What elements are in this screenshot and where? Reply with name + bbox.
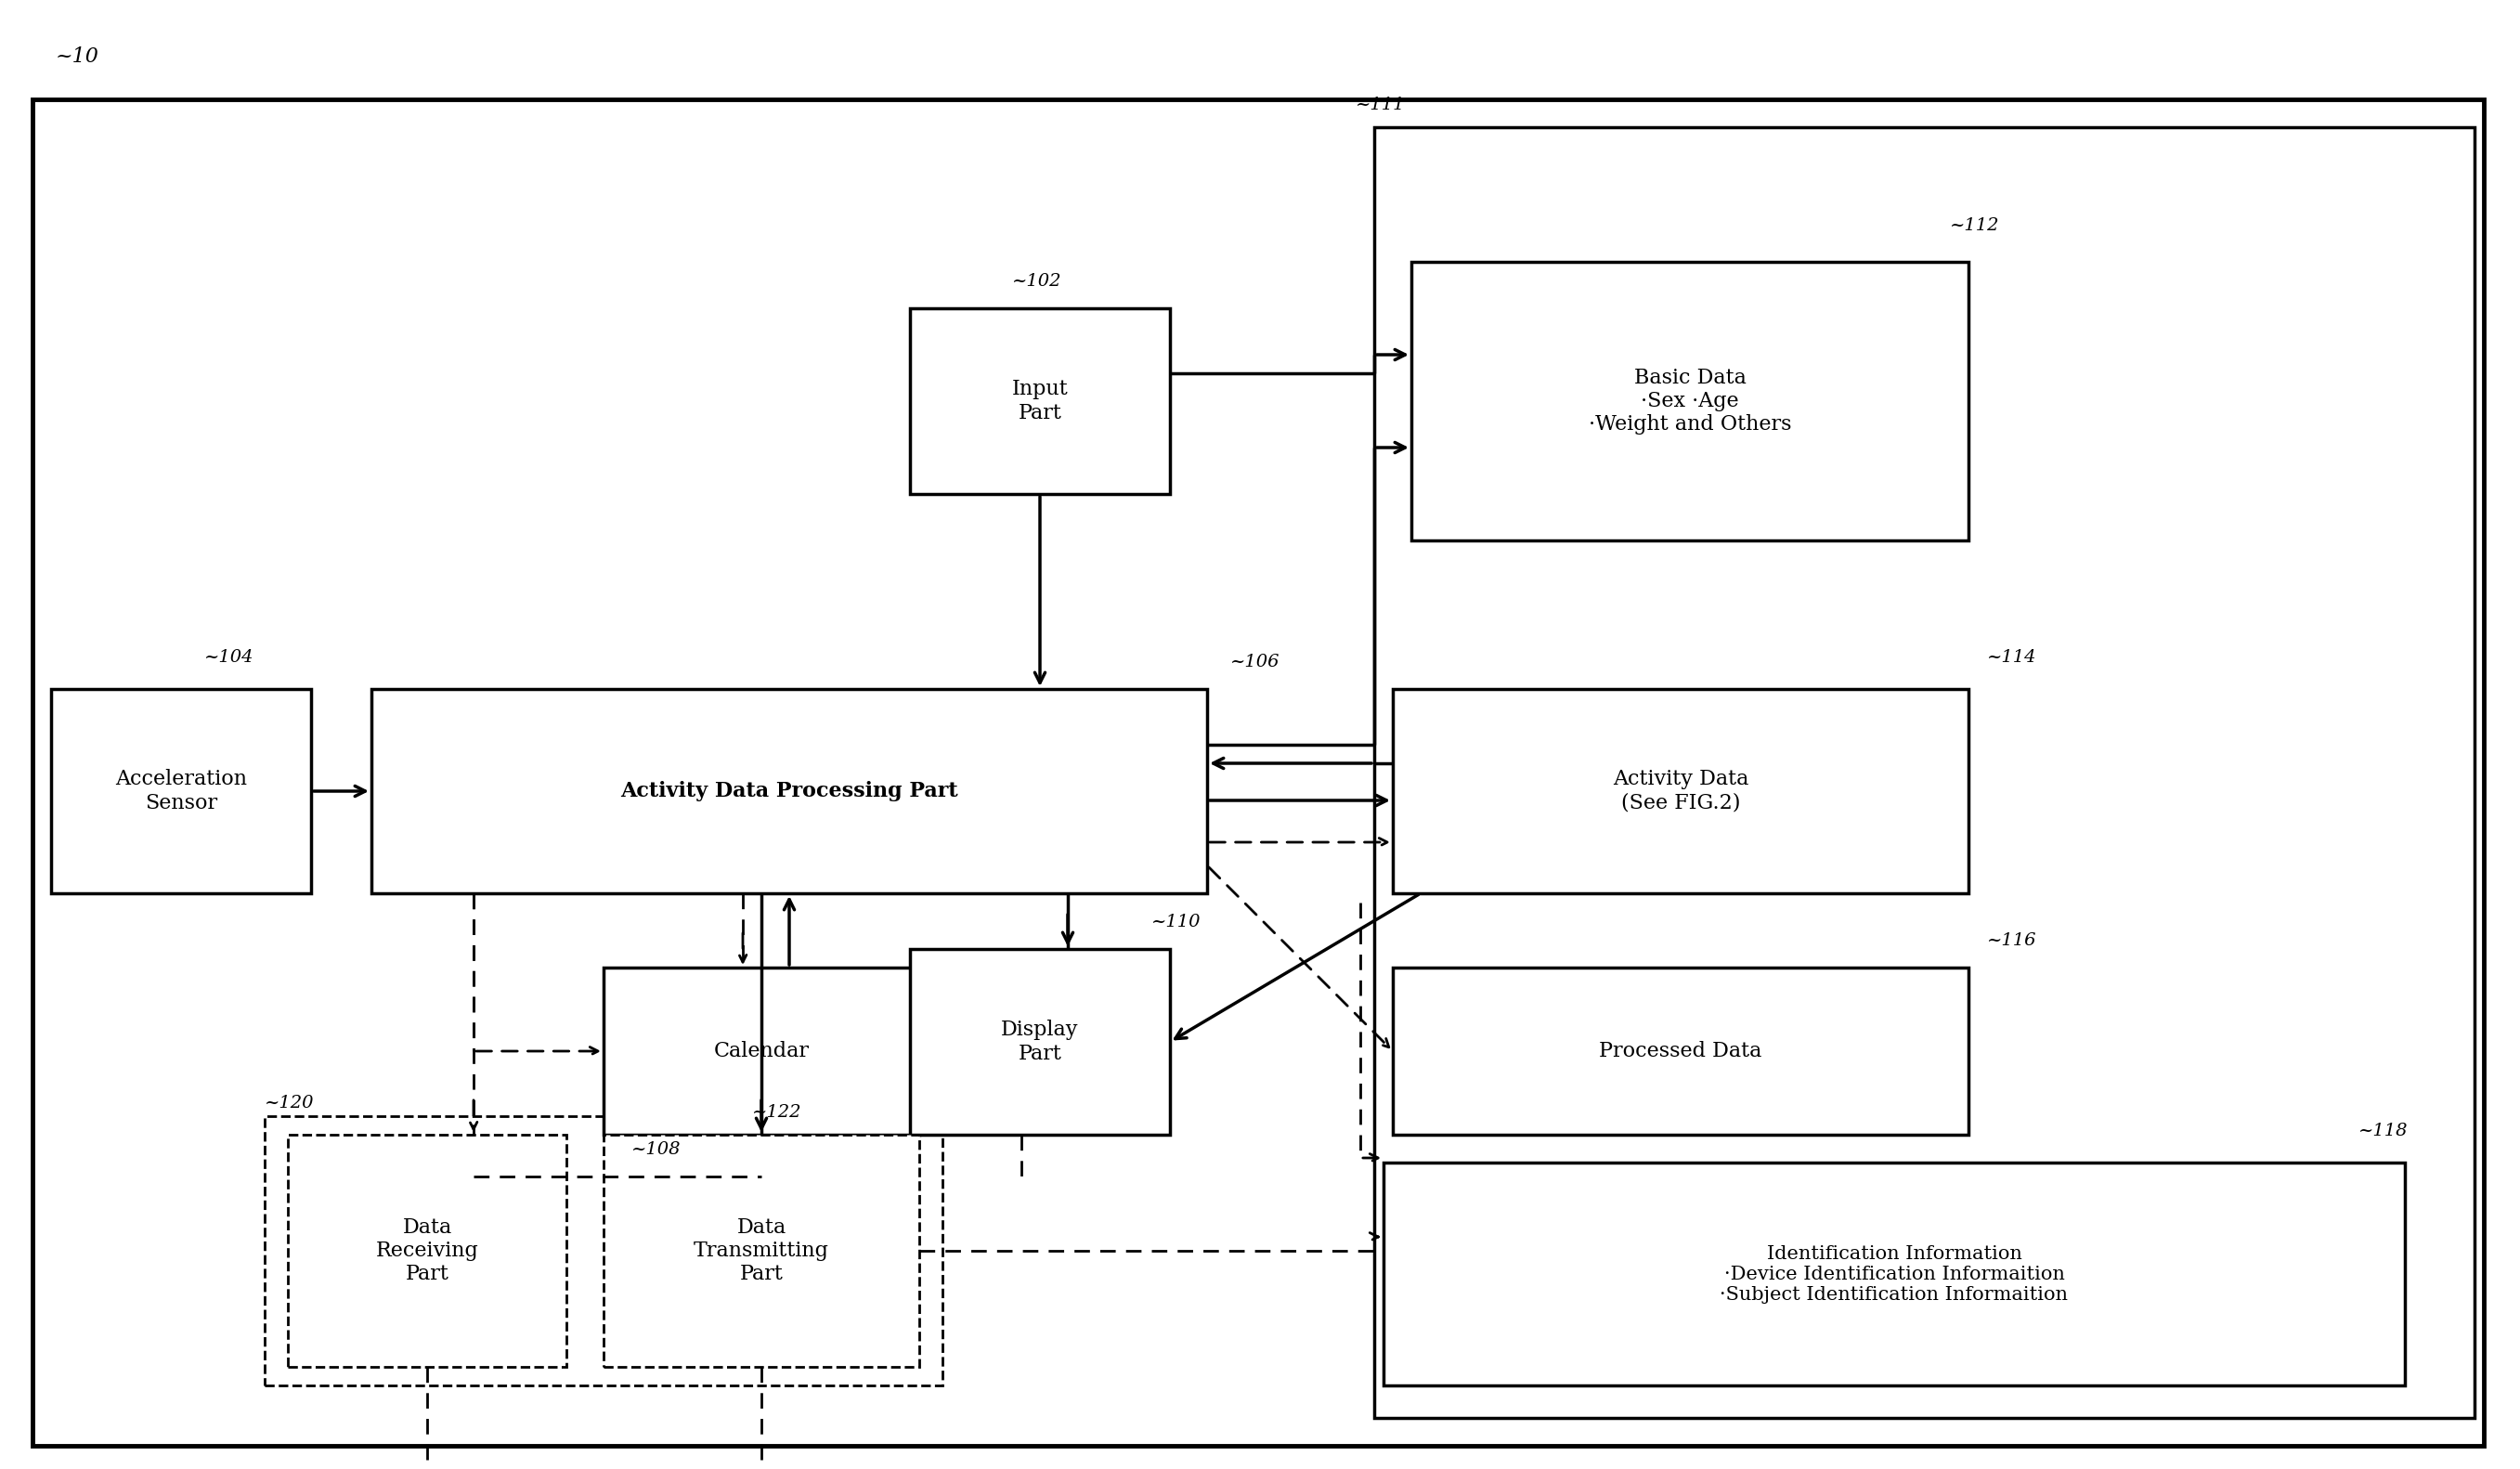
- Text: ~102: ~102: [1013, 273, 1061, 289]
- Bar: [287, 1134, 567, 1366]
- Text: ~10: ~10: [55, 47, 98, 68]
- Text: Display
Part: Display Part: [1000, 1019, 1079, 1064]
- Text: Processed Data: Processed Data: [1600, 1042, 1761, 1062]
- Bar: [910, 949, 1169, 1134]
- Text: Input
Part: Input Part: [1011, 379, 1068, 423]
- Text: ~116: ~116: [1988, 933, 2036, 949]
- Text: Acceleration
Sensor: Acceleration Sensor: [116, 770, 247, 814]
- Bar: [370, 689, 1207, 893]
- Text: Activity Data
(See FIG.2): Activity Data (See FIG.2): [1613, 770, 1749, 814]
- Bar: [1383, 1162, 2404, 1385]
- Text: ~110: ~110: [1152, 914, 1202, 930]
- Text: ~111: ~111: [1356, 97, 1406, 113]
- Text: ~114: ~114: [1988, 649, 2036, 665]
- Bar: [602, 1134, 920, 1366]
- Text: ~106: ~106: [1230, 654, 1280, 670]
- Bar: [1394, 689, 1968, 893]
- Bar: [602, 968, 920, 1134]
- Text: Data
Receiving
Part: Data Receiving Part: [375, 1216, 479, 1284]
- Bar: [1394, 968, 1968, 1134]
- Text: Activity Data Processing Part: Activity Data Processing Part: [620, 782, 958, 802]
- Bar: [910, 308, 1169, 494]
- Text: Calendar: Calendar: [713, 1042, 809, 1062]
- Bar: [1373, 128, 2475, 1418]
- Text: ~120: ~120: [265, 1094, 315, 1112]
- Text: ~112: ~112: [1950, 217, 1998, 234]
- Bar: [1411, 261, 1968, 541]
- Text: ~118: ~118: [2359, 1122, 2409, 1140]
- Text: Identification Information
·Device Identification Informaition
·Subject Identifi: Identification Information ·Device Ident…: [1721, 1244, 2069, 1303]
- Bar: [265, 1116, 942, 1385]
- Text: ~122: ~122: [751, 1105, 801, 1121]
- Text: Basic Data
·Sex ·Age
·Weight and Others: Basic Data ·Sex ·Age ·Weight and Others: [1588, 367, 1792, 435]
- Text: Data
Transmitting
Part: Data Transmitting Part: [693, 1216, 829, 1284]
- Text: ~108: ~108: [633, 1141, 680, 1158]
- Text: ~104: ~104: [204, 649, 255, 665]
- Bar: [50, 689, 310, 893]
